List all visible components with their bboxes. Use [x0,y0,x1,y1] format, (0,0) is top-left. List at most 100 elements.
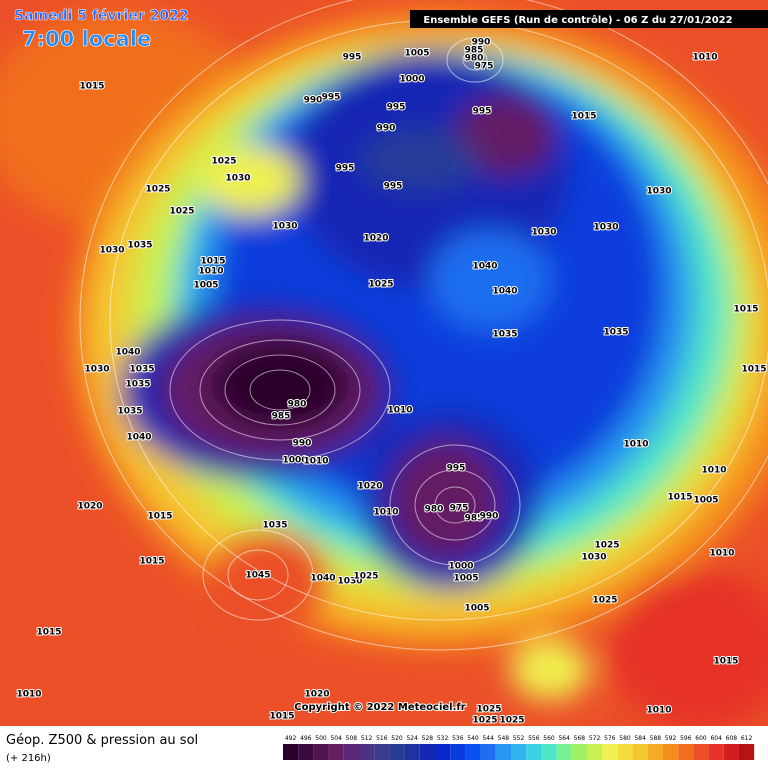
colorbar-swatch [587,744,603,760]
pressure-label: 1040 [492,287,517,297]
pressure-label: 1005 [464,604,489,614]
isobars [79,0,768,651]
pressure-label: 1020 [357,482,382,492]
pressure-label: 1030 [593,223,618,233]
pressure-label: 1010 [623,440,648,450]
pressure-label: 1015 [200,257,225,267]
colorbar-swatch [404,744,420,760]
pressure-label: 1010 [16,690,41,700]
pressure-label: 1030 [272,222,297,232]
pressure-label: 1015 [79,82,104,92]
pressure-label: 995 [387,103,406,113]
field [0,0,768,730]
pressure-label: 1035 [125,380,150,390]
pressure-label: 1015 [667,493,692,503]
colorbar-label: 572 [589,735,601,742]
pressure-label: 1005 [693,496,718,506]
colorbar-label: 596 [680,735,692,742]
pressure-label: 1015 [571,112,596,122]
z500-shading [0,10,768,730]
pressure-label: 1040 [472,262,497,272]
pressure-label: 1020 [304,690,329,700]
pressure-label: 1025 [592,596,617,606]
pressure-label: 1040 [310,574,335,584]
pressure-label: 995 [473,107,492,117]
pressure-label: 1030 [337,577,362,587]
pressure-label: 990 [293,439,312,449]
pressure-label: 990 [304,96,323,106]
colorbar-label: 540 [467,735,479,742]
colorbar-label: 508 [346,735,358,742]
pressure-label: 1015 [36,628,61,638]
colorbar-swatch [465,744,481,760]
pressure-label: 1030 [84,365,109,375]
colorbar-swatch [632,744,648,760]
pressure-label: 1015 [713,657,738,667]
colorbar-label: 584 [634,735,646,742]
copyright: Copyright © 2022 Meteociel.fr [294,702,465,713]
colorbar-label: 544 [482,735,494,742]
pressure-label: 1015 [147,512,172,522]
pressure-label: 1035 [603,328,628,338]
pressure-label: 1025 [211,157,236,167]
colorbar-label: 564 [558,735,570,742]
lead-time: (+ 216h) [6,753,51,764]
colorbar-label: 556 [528,735,540,742]
pressure-label: 1010 [198,267,223,277]
pressure-label: 1040 [126,433,151,443]
pressure-label: 995 [336,164,355,174]
pressure-label: 995 [447,464,466,474]
pressure-label: 1010 [646,706,671,716]
date: Samedi 5 février 2022 [14,8,189,24]
colorbar-label: 512 [361,735,373,742]
pressure-label: 1030 [225,174,250,184]
colorbar-swatch [298,744,314,760]
pressure-label: 1005 [453,574,478,584]
pressure-label: 1020 [363,234,388,244]
colorbar-swatch [708,744,724,760]
colorbar-swatch [541,744,557,760]
pressure-label: 985 [272,412,291,422]
pressure-label: 1035 [262,521,287,531]
pressure-label: 1015 [139,557,164,567]
pressure-label: 1030 [646,187,671,197]
colorbar-label: 560 [543,735,555,742]
colorbar-swatch [328,744,344,760]
pressure-label: 1010 [692,53,717,63]
run-box [410,10,768,28]
pressure-label: 990 [480,512,499,522]
pressure-label: 1040 [115,348,140,358]
colorbar-swatch [343,744,359,760]
pressure-label: 1010 [709,549,734,559]
pressure-label: 1020 [77,502,102,512]
pressure-label: 1005 [193,281,218,291]
pressure-label: 1025 [476,705,501,715]
time: 7:00 locale [22,27,151,51]
colorbar-label: 532 [437,735,449,742]
run-info: Ensemble GEFS (Run de contrôle) - 06 Z d… [423,14,732,26]
pressure-label: 980 [465,54,484,64]
pressure-label: 1015 [269,712,294,722]
colorbar-label: 568 [574,735,586,742]
colorbar-swatch [389,744,405,760]
pressure-label: 1025 [353,572,378,582]
colorbar-label: 516 [376,735,388,742]
pressure-label: 1010 [387,406,412,416]
colorbar-label: 536 [452,735,464,742]
colorbar-label: 612 [741,735,753,742]
pressure-label: 995 [322,93,341,103]
colorbar-label: 528 [422,735,434,742]
pressure-label: 1000 [399,75,424,85]
pressure-label: 1015 [741,365,766,375]
pressure-label: 1045 [245,571,270,581]
colorbar-swatch [283,744,299,760]
pressure-label: 1035 [127,241,152,251]
colorbar-swatch [495,744,511,760]
colorbar-label: 604 [710,735,722,742]
colorbar-swatch [663,744,679,760]
colorbar-swatch [526,744,542,760]
colorbar-label: 524 [406,735,418,742]
product-title: Géop. Z500 & pression au sol [6,733,198,748]
pressure-label: 995 [343,53,362,63]
